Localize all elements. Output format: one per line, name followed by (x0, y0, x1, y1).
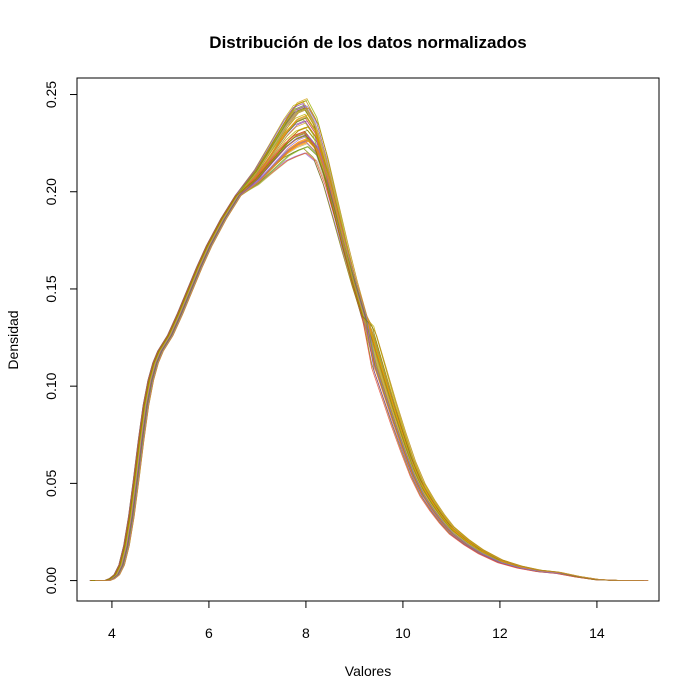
y-tick-label: 0.05 (43, 470, 59, 497)
density-series-line (89, 100, 643, 581)
density-series-line (92, 108, 646, 581)
density-series-line (92, 152, 646, 581)
density-series-line (94, 135, 648, 581)
density-series-line (90, 131, 644, 581)
y-tick-label: 0.10 (43, 372, 59, 399)
chart-title: Distribución de los datos normalizados (209, 33, 526, 52)
x-tick-label: 14 (589, 625, 605, 641)
density-series-line (91, 120, 645, 581)
density-series-line (93, 143, 647, 581)
y-tick-label: 0.25 (43, 81, 59, 108)
density-series-line (94, 137, 648, 581)
density-series-line (90, 133, 644, 581)
density-series-line (91, 113, 645, 581)
density-series-line (92, 135, 646, 581)
y-tick-label: 0.15 (43, 275, 59, 302)
density-series-line (90, 148, 644, 581)
density-series-line (95, 139, 649, 581)
y-tick-label: 0.00 (43, 567, 59, 594)
density-series-line (89, 103, 643, 581)
y-tick-label: 0.20 (43, 178, 59, 205)
density-series-line (92, 141, 646, 581)
density-series-group (89, 98, 649, 581)
x-tick-label: 6 (205, 625, 213, 641)
density-series-line (89, 119, 643, 581)
density-series-line (93, 152, 647, 581)
density-series-line (92, 131, 645, 581)
density-series-line (91, 132, 645, 581)
y-axis: 0.00 0.05 0.10 0.15 0.20 0.25 (43, 81, 78, 594)
y-axis-label: Densidad (5, 310, 21, 369)
density-series-line (94, 129, 648, 581)
x-tick-label: 12 (492, 625, 508, 641)
plot-frame (76, 77, 660, 602)
density-series-line (91, 135, 645, 581)
x-tick-label: 10 (395, 625, 411, 641)
x-axis-label: Valores (345, 663, 391, 679)
density-series-line (93, 142, 647, 581)
x-axis: 4 6 8 10 12 14 (108, 600, 605, 641)
density-series-line (90, 135, 644, 581)
density-series-line (90, 106, 644, 581)
x-tick-label: 4 (108, 625, 116, 641)
density-series-line (91, 152, 645, 581)
density-series-line (93, 120, 647, 581)
x-tick-label: 8 (302, 625, 310, 641)
density-series-line (92, 115, 646, 581)
density-series-line (91, 126, 645, 581)
density-series-line (91, 130, 644, 581)
